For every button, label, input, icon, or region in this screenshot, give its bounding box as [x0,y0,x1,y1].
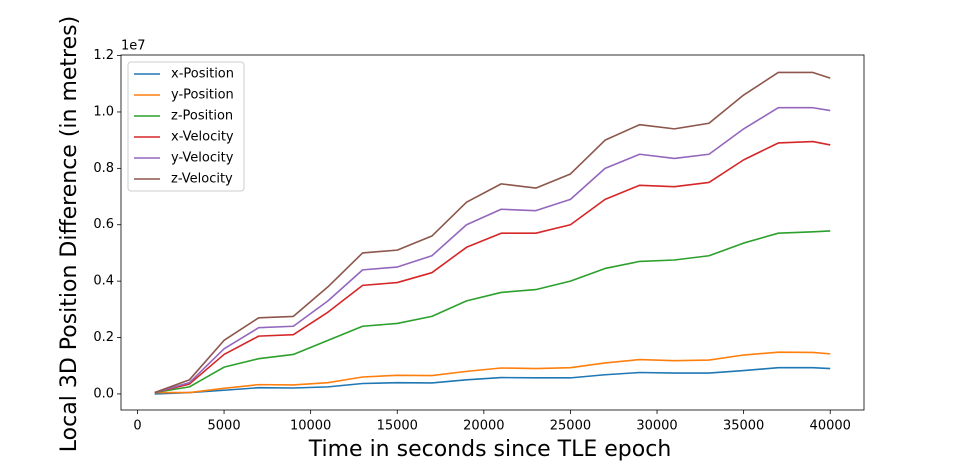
y-offset-label: 1e7 [121,39,146,54]
legend-label: y-Position [171,88,234,103]
series-line [154,351,831,394]
series-line [154,71,831,394]
y-axis-label: Local 3D Position Difference (in metres) [57,16,82,452]
y-tick-label: 1.2 [93,48,114,63]
legend-label: x-Position [171,67,234,82]
legend-label: y-Velocity [171,151,234,166]
series-line [154,140,831,394]
plot-frame [120,54,865,411]
y-tick-label: 0.4 [93,274,114,289]
x-tick-label: 25000 [550,419,591,434]
x-tick-label: 20000 [463,419,504,434]
series-line [154,106,831,394]
x-tick-label: 10000 [290,419,331,434]
legend-label: x-Velocity [171,130,234,145]
legend-label: z-Position [171,109,233,124]
x-tick-label: 0 [133,419,141,434]
x-tick-label: 30000 [636,419,677,434]
y-tick-label: 1.0 [93,104,114,119]
x-tick-label: 35000 [723,419,764,434]
series-line [154,366,831,395]
y-tick-label: 0.6 [93,217,114,232]
series-line [154,230,831,394]
y-tick-label: 0.0 [93,386,114,401]
x-tick-label: 40000 [810,419,851,434]
legend-label: z-Velocity [171,172,233,187]
x-tick-label: 5000 [208,419,241,434]
y-tick-label: 0.2 [93,330,114,345]
y-tick-label: 0.8 [93,161,114,176]
x-tick-label: 15000 [377,419,418,434]
x-axis-label: Time in seconds since TLE epoch [308,437,672,461]
